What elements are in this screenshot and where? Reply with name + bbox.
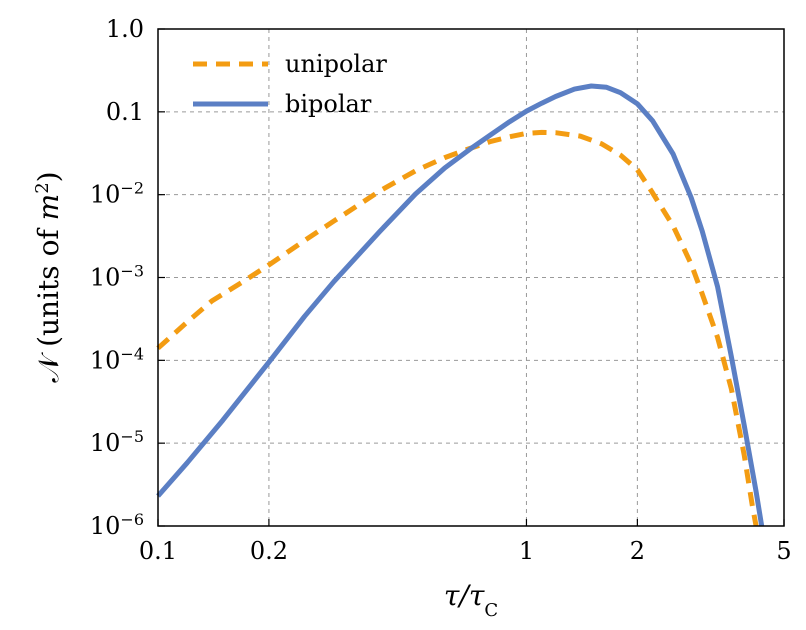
y-tick-label: 0.1: [106, 98, 144, 126]
y-tick-label: 10−5: [90, 427, 144, 458]
y-tick-label: 1.0: [106, 15, 144, 43]
x-tick-label: 2: [630, 537, 645, 565]
legend-label-bipolar: bipolar: [285, 90, 372, 118]
tick-marks: [157, 28, 785, 527]
series-layer: [156, 83, 765, 527]
x-tick-label: 0.1: [139, 537, 177, 565]
x-tick-label: 1: [519, 537, 534, 565]
x-tick-labels: 0.1 0.2 1 2 5: [139, 537, 792, 565]
y-tick-label: 10−3: [90, 261, 144, 292]
x-tick-label: 0.2: [250, 537, 288, 565]
legend-label-unipolar: unipolar: [285, 50, 387, 78]
y-tick-label: 10−6: [90, 510, 144, 541]
legend: unipolar bipolar: [193, 50, 387, 118]
y-axis-label: 𝒩 (units of m2): [32, 171, 66, 382]
y-tick-label: 10−4: [90, 344, 144, 375]
series-line-unipolar: [156, 129, 759, 527]
x-axis-label: τ/τC: [444, 579, 498, 621]
series-line-bipolar: [156, 83, 765, 527]
y-tick-labels: 1.0 0.1 10−2 10−3 10−4 10−5 10−6: [90, 15, 144, 540]
y-tick-label: 10−2: [90, 178, 144, 209]
x-tick-label: 5: [776, 537, 791, 565]
